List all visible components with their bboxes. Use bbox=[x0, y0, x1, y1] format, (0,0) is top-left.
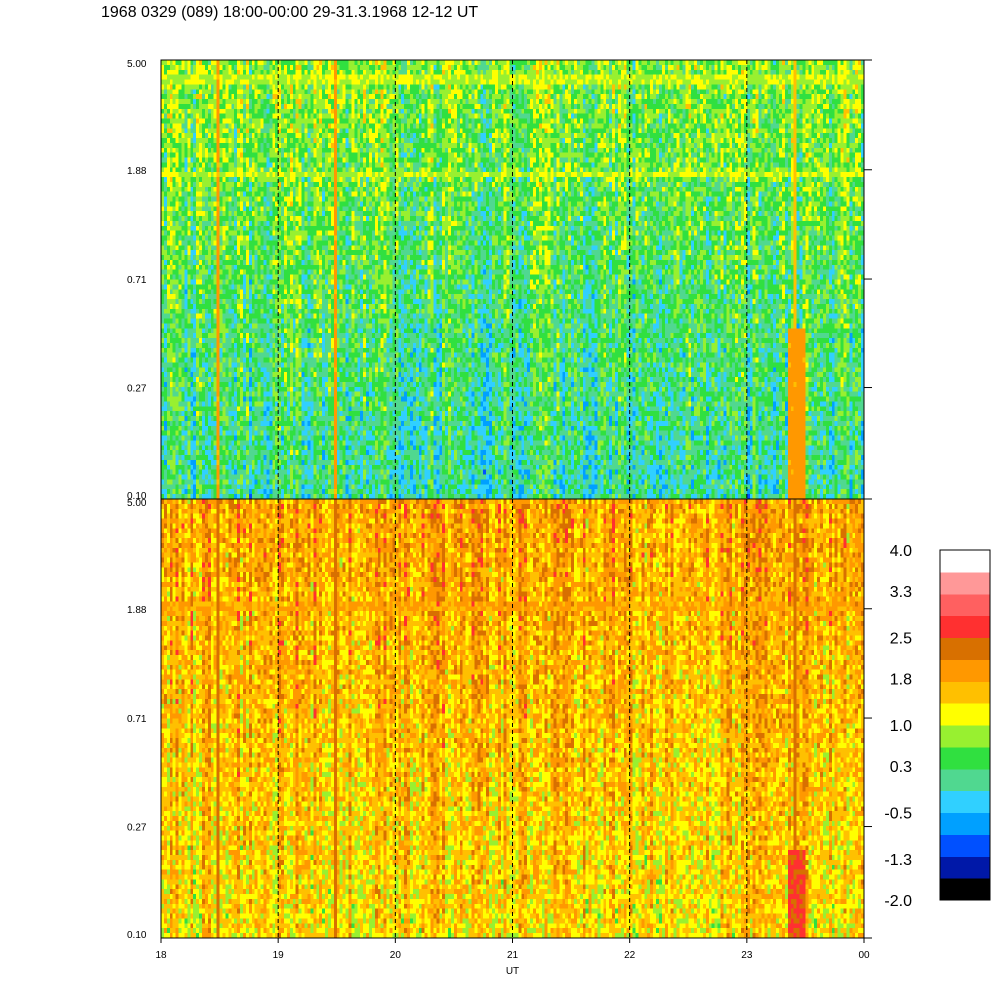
spectrogram-panel-upper bbox=[161, 60, 865, 500]
y-tick-label: 5.00 bbox=[127, 498, 147, 509]
x-tick-label: 21 bbox=[507, 950, 519, 961]
colorbar-swatch bbox=[940, 813, 990, 835]
colorbar-swatch bbox=[940, 791, 990, 813]
colorbar-label: 2.5 bbox=[890, 631, 912, 648]
colorbar-swatch bbox=[940, 703, 990, 725]
colorbar-swatch bbox=[940, 638, 990, 660]
colorbar-swatch bbox=[940, 878, 990, 900]
x-tick-label: 22 bbox=[624, 950, 636, 961]
colorbar-label: 1.0 bbox=[890, 718, 912, 735]
colorbar-swatch bbox=[940, 616, 990, 638]
y-tick-label: 0.27 bbox=[127, 384, 147, 395]
y-tick-label: 0.71 bbox=[127, 714, 147, 725]
x-tick-label: 19 bbox=[273, 950, 285, 961]
colorbar-swatch bbox=[940, 572, 990, 594]
colorbar-label: -1.3 bbox=[884, 852, 912, 869]
x-axis-label: UT bbox=[506, 966, 519, 977]
colorbar-swatch bbox=[940, 834, 990, 856]
y-tick-label: 5.00 bbox=[127, 59, 147, 70]
x-tick-label: 20 bbox=[390, 950, 402, 961]
colorbar-swatch bbox=[940, 681, 990, 703]
colorbar-swatch bbox=[940, 659, 990, 681]
spectrogram-panel-lower bbox=[161, 499, 865, 939]
colorbar-label: -0.5 bbox=[884, 806, 912, 823]
colorbar-swatch bbox=[940, 769, 990, 791]
y-tick-label: 1.88 bbox=[127, 166, 147, 177]
x-tick-label: 23 bbox=[741, 950, 753, 961]
colorbar-label: -2.0 bbox=[884, 893, 912, 910]
colorbar-label: 0.3 bbox=[890, 759, 912, 776]
colorbar-swatch bbox=[940, 594, 990, 616]
y-tick-label: 0.10 bbox=[127, 930, 147, 941]
y-tick-label: 0.71 bbox=[127, 275, 147, 286]
colorbar-swatch bbox=[940, 856, 990, 878]
x-tick-label: 18 bbox=[155, 950, 167, 961]
y-tick-label: 1.88 bbox=[127, 605, 147, 616]
colorbar-label: 1.8 bbox=[890, 671, 912, 688]
colorbar-swatch bbox=[940, 550, 990, 572]
colorbar-label: 4.0 bbox=[890, 543, 912, 560]
colorbar-swatch bbox=[940, 725, 990, 747]
colorbar-label: 3.3 bbox=[890, 584, 912, 601]
colorbar-swatch bbox=[940, 747, 990, 769]
y-tick-label: 0.27 bbox=[127, 823, 147, 834]
x-tick-label: 00 bbox=[858, 950, 870, 961]
